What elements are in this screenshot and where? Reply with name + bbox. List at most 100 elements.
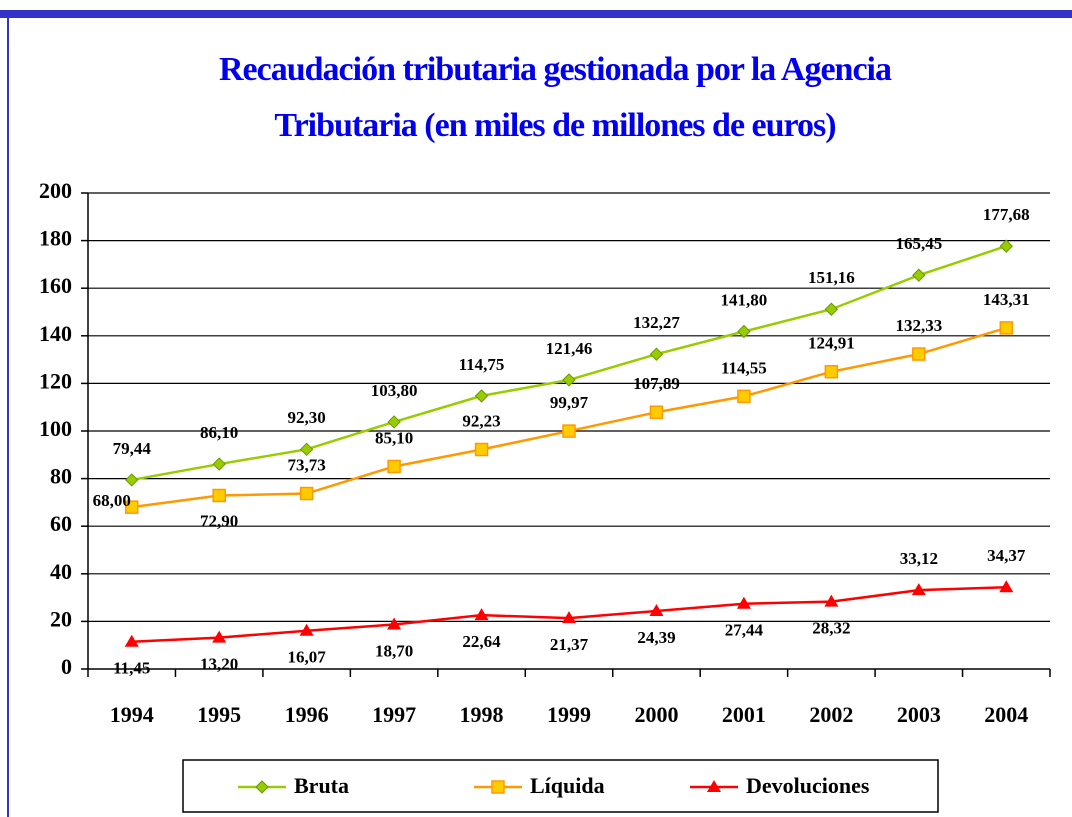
data-label: 132,27	[633, 313, 680, 332]
point	[911, 583, 926, 596]
x-tick-label: 2000	[634, 702, 678, 727]
point	[824, 594, 839, 607]
point	[737, 389, 751, 404]
point	[124, 500, 139, 514]
data-label: 72,90	[200, 511, 238, 530]
chart-title: Recaudación tributaria gestionada por la…	[219, 51, 892, 88]
y-tick-label: 80	[50, 464, 72, 489]
point	[124, 634, 139, 647]
data-label: 114,55	[721, 358, 767, 377]
point	[474, 442, 489, 457]
y-tick-label: 160	[39, 273, 72, 298]
point	[562, 424, 576, 438]
data-label: 141,80	[721, 290, 768, 309]
point	[824, 302, 839, 316]
x-tick-label: 1994	[110, 702, 154, 727]
data-label: 143,31	[983, 290, 1030, 309]
point	[212, 488, 226, 503]
data-label: 13,20	[200, 654, 238, 673]
point	[649, 603, 664, 616]
data-label: 86,10	[200, 423, 238, 442]
point	[999, 321, 1014, 335]
top-bar	[0, 10, 1072, 18]
y-tick-label: 20	[50, 606, 72, 631]
y-tick-label: 120	[39, 368, 72, 393]
data-label: 114,75	[459, 355, 505, 374]
data-label: 16,07	[288, 648, 327, 667]
point	[999, 580, 1014, 593]
x-tick-label: 2001	[722, 702, 766, 727]
point	[212, 630, 227, 643]
data-label: 132,33	[895, 316, 942, 335]
x-tick-label: 1996	[285, 702, 329, 727]
x-tick-label: 2003	[897, 702, 941, 727]
legend-marker	[255, 780, 269, 794]
point	[474, 608, 489, 621]
x-tick-label: 1998	[460, 702, 504, 727]
point	[299, 442, 314, 457]
data-label: 22,64	[462, 632, 501, 651]
point	[299, 623, 314, 636]
y-tick-label: 100	[39, 416, 72, 441]
point	[824, 364, 839, 379]
data-label: 124,91	[808, 334, 855, 353]
data-label: 33,12	[900, 549, 938, 568]
point	[999, 239, 1013, 253]
point	[649, 405, 664, 419]
data-label: 107,89	[633, 374, 680, 393]
point	[387, 459, 401, 474]
point	[737, 324, 751, 339]
x-tick-label: 2004	[984, 702, 1028, 727]
data-label: 24,39	[637, 628, 675, 647]
point	[649, 347, 664, 361]
data-label: 177,68	[983, 205, 1030, 224]
data-label: 121,46	[546, 339, 593, 358]
point	[912, 347, 926, 361]
legend-label: Bruta	[294, 773, 349, 798]
data-label: 92,30	[288, 408, 326, 427]
data-label: 79,44	[113, 439, 152, 458]
point	[387, 415, 401, 429]
chart-title: Tributaria (en miles de millones de euro…	[274, 107, 835, 144]
legend-marker	[491, 780, 505, 794]
y-tick-label: 40	[50, 559, 72, 584]
data-label: 68,00	[93, 491, 131, 510]
data-label: 28,32	[812, 619, 850, 638]
legend	[182, 759, 939, 813]
x-tick-label: 1997	[372, 702, 416, 727]
data-label: 18,70	[375, 641, 413, 660]
point	[736, 596, 751, 609]
y-tick-label: 60	[50, 511, 72, 536]
x-tick-label: 1995	[197, 702, 241, 727]
data-label: 73,73	[288, 455, 326, 474]
data-label: 99,97	[550, 393, 589, 412]
point	[912, 268, 926, 282]
legend-label: Devoluciones	[746, 773, 870, 798]
point	[299, 486, 314, 501]
data-label: 165,45	[895, 234, 942, 253]
data-label: 21,37	[550, 635, 589, 654]
x-tick-label: 2002	[809, 702, 853, 727]
point	[387, 617, 402, 630]
point	[125, 473, 139, 487]
data-label: 151,16	[808, 268, 855, 287]
point	[212, 457, 226, 471]
left-bar	[7, 18, 9, 817]
legend-marker	[707, 780, 721, 792]
data-label: 27,44	[725, 621, 764, 640]
data-label: 34,37	[987, 546, 1026, 565]
point	[562, 611, 576, 624]
y-tick-label: 200	[39, 178, 72, 203]
data-label: 103,80	[371, 381, 418, 400]
data-label: 11,45	[113, 659, 150, 678]
x-tick-label: 1999	[547, 702, 591, 727]
legend-label: Líquida	[530, 773, 605, 798]
data-label: 85,10	[375, 428, 413, 447]
point	[562, 373, 576, 387]
y-tick-label: 140	[39, 321, 72, 346]
y-tick-label: 180	[39, 226, 72, 251]
data-label: 92,23	[462, 411, 500, 430]
point	[474, 389, 489, 403]
y-tick-label: 0	[61, 654, 72, 679]
